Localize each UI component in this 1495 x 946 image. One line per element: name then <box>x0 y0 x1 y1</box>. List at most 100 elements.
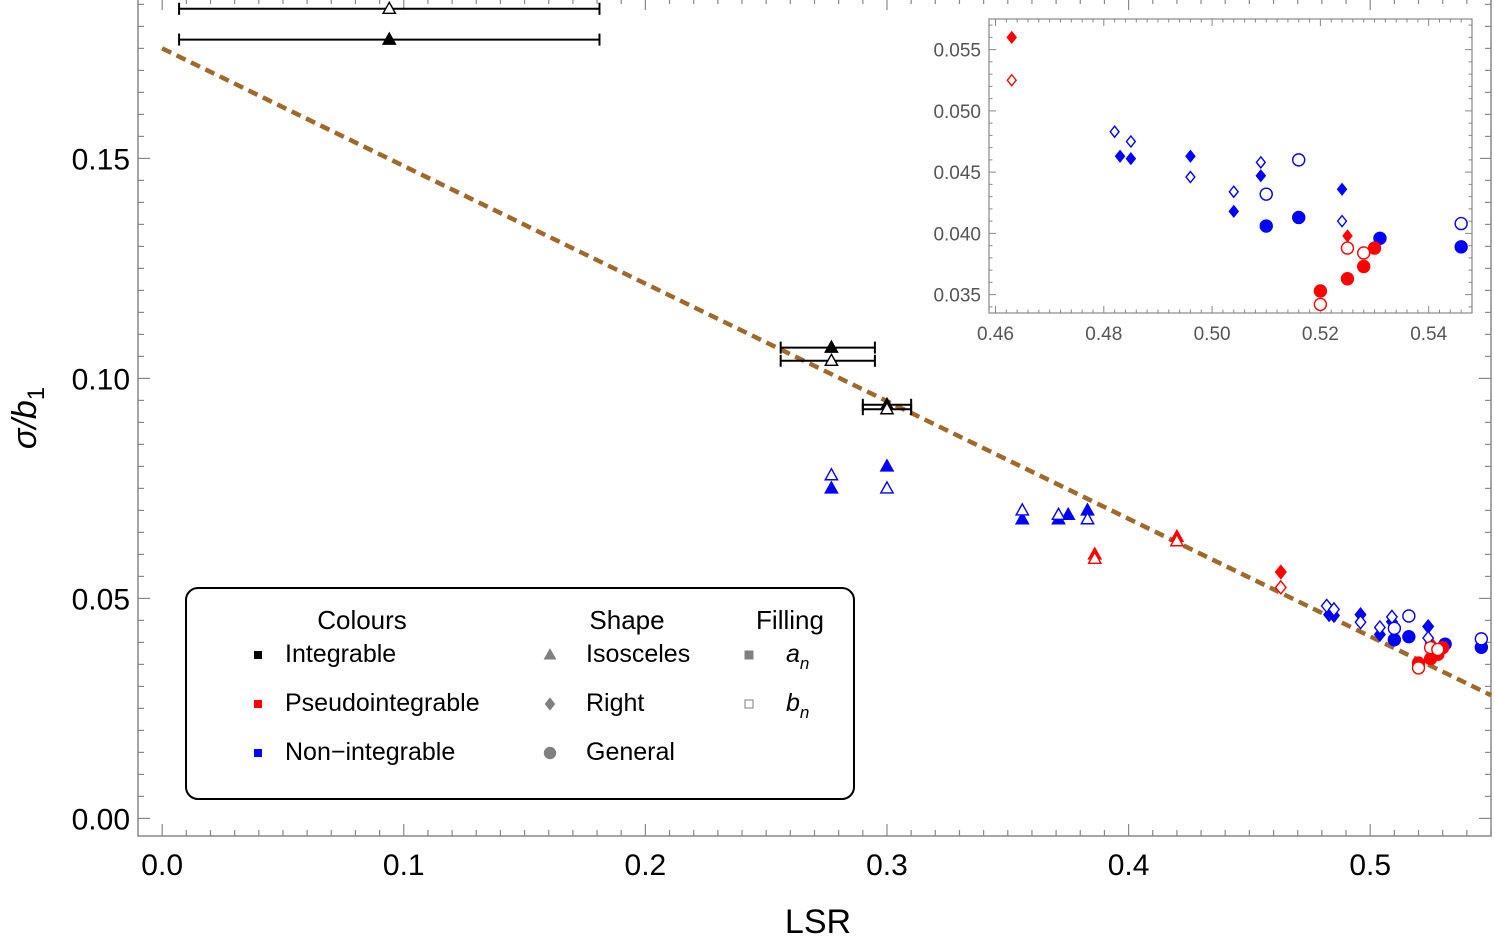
legend: Colours Shape Filling Integrable Pseudoin… <box>185 587 855 800</box>
legend-colour-label: Integrable <box>285 640 396 668</box>
circle-marker <box>1357 259 1371 274</box>
triangle-marker <box>824 467 839 481</box>
diamond-marker <box>1228 185 1240 199</box>
legend-header-colours: Colours <box>317 605 407 635</box>
legend-colour-swatch <box>254 700 262 708</box>
diamond-marker <box>1006 73 1018 87</box>
inset-y-tick-label: 0.050 <box>933 102 981 123</box>
triangle-marker <box>1014 502 1030 516</box>
inset-border <box>988 18 1473 314</box>
triangle-marker <box>1169 533 1185 547</box>
circle-marker <box>1292 153 1306 167</box>
diamond-marker <box>1109 125 1120 139</box>
circle-marker <box>1313 297 1328 312</box>
y-axis-label-main: σ/b <box>6 400 44 449</box>
legend-fill-subscript: n <box>800 703 809 722</box>
legend-fill-subscript: n <box>800 654 809 673</box>
triangle-marker <box>879 458 895 472</box>
plot-frame: 0.0 0.1 0.2 0.3 0.4 0.5 0.00 0.05 0.10 0.15 <box>72 0 1492 882</box>
legend-shape-label: General <box>586 738 675 766</box>
inset-x-tick-label: 0.54 <box>1410 324 1447 345</box>
x-tick-label: 0.5 <box>1349 849 1391 882</box>
legend-colour-swatch <box>254 749 262 757</box>
circle-marker <box>1387 621 1402 636</box>
circle-marker <box>1367 241 1382 255</box>
triangle-marker <box>1087 550 1103 565</box>
diamond-marker <box>1342 229 1353 243</box>
inset-x-tick-label: 0.50 <box>1194 324 1231 345</box>
inset-y-tick-label: 0.045 <box>933 163 981 184</box>
fit-line <box>161 46 1492 698</box>
x-axis-label: LSR <box>785 903 851 941</box>
inset-y-tick-label: 0.035 <box>933 286 981 307</box>
diamond-marker <box>1373 619 1386 636</box>
inset-background <box>925 14 1480 351</box>
circle-marker <box>1411 661 1426 675</box>
x-tick-label: 0.4 <box>1108 849 1150 882</box>
legend-colour-swatch <box>254 651 262 659</box>
diamond-marker <box>544 697 556 711</box>
legend-fill-swatch <box>744 650 754 660</box>
diamond-marker <box>1327 601 1341 618</box>
circle-marker <box>1340 241 1355 255</box>
y-tick-label: 0.05 <box>72 583 130 616</box>
legend-header-shape: Shape <box>589 605 664 635</box>
legend-shape-label: Isosceles <box>586 640 690 668</box>
circle-marker <box>1313 284 1328 298</box>
diamond-marker <box>1336 214 1348 228</box>
triangle-marker <box>824 352 839 367</box>
diamond-marker <box>1255 155 1267 169</box>
circle-marker <box>1259 187 1273 201</box>
inset-x-tick-label: 0.52 <box>1302 324 1339 345</box>
x-tick-label: 0.0 <box>141 849 183 882</box>
diamond-marker <box>1274 564 1287 580</box>
diamond-marker <box>1125 134 1137 149</box>
inset-y-tick-label: 0.055 <box>933 41 981 62</box>
circle-marker <box>1402 629 1416 644</box>
diamond-marker <box>1354 614 1367 630</box>
diamond-marker <box>1125 152 1137 166</box>
legend-fill-swatch <box>744 699 754 709</box>
diamond-marker <box>1274 579 1287 596</box>
inset-x-tick-label: 0.46 <box>977 324 1014 345</box>
circle-marker <box>1259 219 1273 233</box>
y-axis-label-subscript: 1 <box>23 387 50 400</box>
diamond-marker <box>1114 149 1126 163</box>
circle-marker <box>1357 246 1371 260</box>
diamond-marker <box>1228 204 1240 218</box>
legend-shape-label: Right <box>586 689 644 717</box>
legend-box <box>185 587 855 800</box>
triangle-marker <box>824 480 839 494</box>
diamond-marker <box>1185 170 1196 184</box>
circle-marker <box>1454 240 1468 254</box>
triangle-marker <box>824 339 839 353</box>
inset-y-tick-label: 0.040 <box>933 224 981 245</box>
triangle-marker <box>879 401 895 415</box>
data-points-layer <box>381 0 1489 675</box>
x-tick-label: 0.3 <box>866 849 908 882</box>
triangle-marker <box>1060 506 1076 521</box>
legend-header-filling: Filling <box>756 605 824 635</box>
inset-x-tick-label: 0.48 <box>1085 324 1122 345</box>
error-bars-layer <box>178 2 913 416</box>
x-tick-label: 0.1 <box>383 849 425 882</box>
triangle-marker <box>1051 506 1066 521</box>
triangle-marker <box>1080 511 1095 525</box>
circle-marker <box>1454 216 1468 231</box>
diamond-marker <box>1006 30 1018 44</box>
legend-colour-label: Non−integrable <box>285 738 455 766</box>
y-tick-label: 0.00 <box>72 803 130 836</box>
circle-marker <box>1387 633 1402 647</box>
triangle-marker <box>543 648 557 660</box>
circle-marker <box>1431 642 1445 657</box>
fit-line-layer <box>161 46 1492 698</box>
diamond-marker <box>1336 182 1348 196</box>
x-tick-label: 0.2 <box>625 849 667 882</box>
circle-marker <box>1340 272 1355 286</box>
triangle-marker <box>381 0 397 15</box>
y-tick-label: 0.10 <box>72 363 130 396</box>
circle-marker <box>1402 609 1416 623</box>
diamond-marker <box>1255 169 1267 183</box>
circle-marker <box>1474 632 1489 646</box>
